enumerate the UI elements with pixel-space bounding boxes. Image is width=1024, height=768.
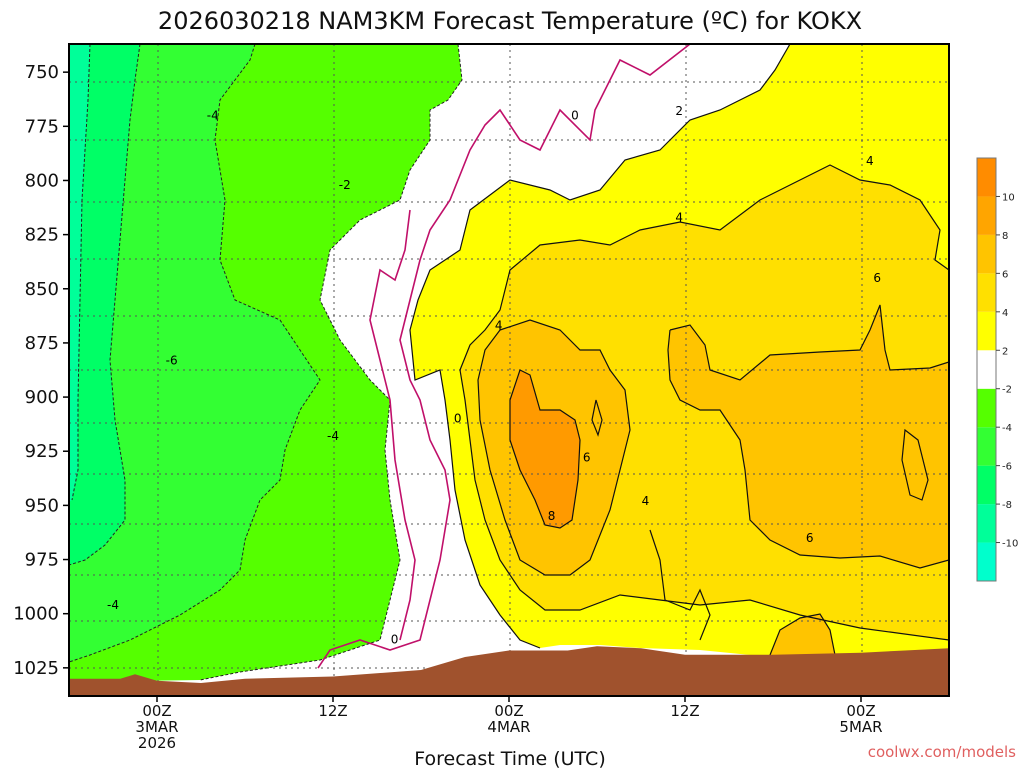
contour-label: 6 [806,531,814,545]
contour-label: 0 [454,412,462,426]
y-tick-label: 950 [25,495,59,516]
contour-label: 0 [571,108,579,122]
y-tick-label: 775 [25,116,59,137]
y-tick-label: 900 [25,387,59,408]
colorbar-swatch [977,388,996,428]
colorbar-label: 2 [1002,346,1008,357]
colorbar-label: -2 [1002,385,1012,396]
colorbar-swatch [977,427,996,466]
y-tick-label: 875 [25,333,59,354]
chart-title: 2026030218 NAM3KM Forecast Temperature (… [158,7,862,35]
colorbar-swatch [977,311,996,351]
contour-label: 4 [495,319,503,333]
x-tick-label: 2026 [138,734,176,752]
band-cold-4 [69,44,320,662]
contour-label: 4 [642,494,650,508]
contour-label: -4 [207,108,219,122]
x-tick-label: 4MAR [487,718,530,736]
colorbar-swatch [977,465,996,505]
x-tick-label: 12Z [318,702,347,720]
colorbar-frame [976,157,997,582]
colorbar-swatch [977,273,996,312]
colorbar-swatch [977,158,996,197]
colorbar-swatch [977,196,996,235]
band-cold-8 [69,44,90,502]
y-tick-label: 850 [25,279,59,300]
y-tick-label: 1000 [13,604,59,625]
colorbar: -10 -8 -6 -4 -2 2 4 6 8 10 [976,157,1018,582]
credit-text: coolwx.com/models [868,743,1016,761]
contour-label: -4 [327,429,339,443]
colorbar-label: -8 [1002,500,1012,511]
band-warm-surface [770,614,835,655]
band-warm-6b [668,305,949,568]
band-warm-8 [510,370,580,528]
y-axis-ticks: 750 775 800 825 850 875 900 925 950 975 1000 1025 [13,62,69,679]
terrain-surface [69,646,949,696]
colorbar-swatch [977,542,996,581]
y-tick-label: 925 [25,441,59,462]
contour-label: 4 [866,154,874,168]
contour-labels: -4 -2 -6 -4 -4 0 0 0 2 4 4 4 6 6 4 8 6 [107,104,881,647]
colorbar-label: -4 [1002,423,1012,434]
y-tick-label: 1025 [13,658,59,679]
x-axis-label: Forecast Time (UTC) [414,748,605,768]
colorbar-swatch [977,504,996,543]
x-tick-label: 00Z [494,702,523,720]
x-tick-label: 5MAR [839,718,882,736]
contour-label: 8 [548,509,556,523]
contour-label: -4 [107,598,119,612]
contour-label: -6 [166,353,178,367]
colorbar-swatch [977,350,996,389]
y-tick-label: 825 [25,225,59,246]
colorbar-label: 4 [1002,308,1008,319]
contour-lines [69,44,949,681]
y-tick-label: 750 [25,62,59,83]
colorbar-label: 10 [1002,192,1015,203]
contour-label: 6 [873,271,881,285]
temperature-field [69,44,949,696]
contour-label: 0 [391,633,399,647]
contour-label: 4 [675,210,683,224]
colorbar-label: 6 [1002,269,1008,280]
colorbar-label: 8 [1002,231,1008,242]
x-tick-label: 00Z [846,702,875,720]
colorbar-label: -10 [1002,539,1018,550]
y-tick-label: 975 [25,550,59,571]
contour-label: 6 [583,451,591,465]
x-tick-label: 00Z [142,702,171,720]
contour-label: -2 [339,178,351,192]
x-tick-label: 3MAR [135,718,178,736]
colorbar-swatch [977,234,996,274]
colorbar-label: -6 [1002,462,1012,473]
y-tick-label: 800 [25,170,59,191]
contour-label: 2 [675,104,683,118]
band-cold-6 [69,44,140,565]
x-tick-label: 12Z [670,702,699,720]
